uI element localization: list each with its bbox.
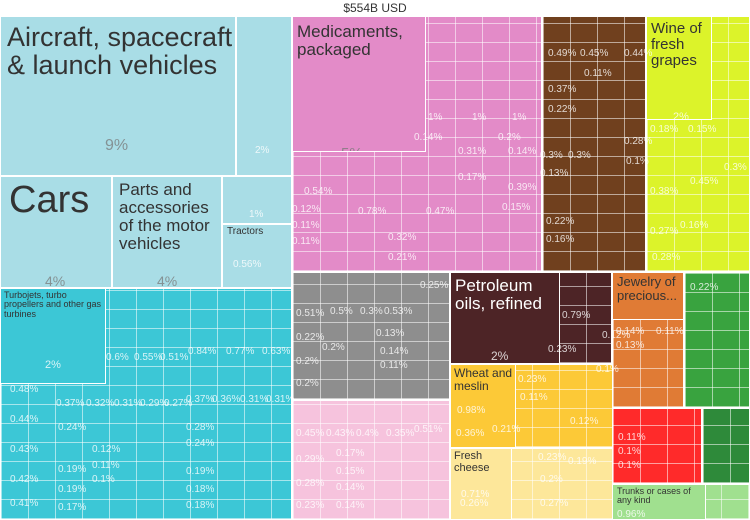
tile-share-label: 4% (157, 273, 178, 288)
treemap-tile: Medicaments, packaged 5% (292, 16, 426, 152)
sector-block (0, 288, 292, 520)
tile-label: Wheat and meslin (454, 366, 513, 393)
treemap-tile: Jewelry of precious...1% (612, 272, 684, 320)
tile-share-label: 2% (255, 145, 270, 156)
treemap-tile: Trunks or cases of any kind 0.96% (612, 484, 706, 520)
tile-share-label: 2% (491, 349, 509, 363)
tile-share-label: 4% (45, 273, 66, 288)
tile-share-label: 9% (105, 137, 129, 154)
tile-label: Turbojets, turbo propellers and other ga… (4, 290, 102, 319)
tile-label: Wine of fresh grapes (651, 20, 702, 69)
tile-share-label: 2% (45, 359, 61, 371)
tile-label: Parts and accessories of the motor vehic… (119, 180, 210, 253)
treemap-tile: Cars 4% (0, 176, 112, 288)
treemap-tile: Aircraft, spacecraft & launch vehicles 9% (0, 16, 236, 176)
tile-label: Medicaments, packaged (297, 22, 403, 59)
tile-share-label: 0.71% (461, 489, 490, 500)
tile-share-label: 0.56% (233, 259, 262, 270)
treemap-tile: Fresh cheese 0.71% (450, 448, 512, 520)
treemap-tile: 2% (236, 16, 292, 176)
tile-label: Jewelry of precious... (617, 274, 677, 303)
tile-share-label: 0.98% (457, 405, 486, 416)
sector-block (612, 408, 702, 484)
treemap-tile: 1% (222, 176, 292, 224)
tile-label: Cars (9, 179, 90, 221)
sector-block (292, 400, 450, 520)
tile-share-label: 0.96% (617, 509, 646, 520)
tile-label: Trunks or cases of any kind (617, 486, 691, 506)
treemap-tile: Parts and accessories of the motor vehic… (112, 176, 222, 288)
tile-share-label: 5% (341, 145, 363, 151)
sector-block (684, 272, 750, 408)
treemap-tile: Petroleum oils, refined 2% (450, 272, 560, 364)
treemap: Aircraft, spacecraft & launch vehicles 9%… (0, 16, 750, 520)
chart-title: $554B USD (343, 1, 407, 15)
treemap-tile: Wine of fresh grapes 2% (646, 16, 712, 120)
sector-block (292, 272, 450, 400)
treemap-tile: Wheat and meslin 0.98% (450, 364, 516, 448)
tile-label: Aircraft, spacecraft & launch vehicles (7, 22, 233, 81)
tile-label: Petroleum oils, refined (455, 276, 542, 313)
treemap-tile: Tractors 0.56% (222, 224, 292, 288)
treemap-tile: Turbojets, turbo propellers and other ga… (0, 288, 106, 384)
tile-share-label: 2% (673, 111, 689, 120)
tile-label: Fresh cheese (454, 450, 490, 474)
tile-label: Tractors (227, 226, 264, 237)
sector-block (542, 16, 646, 272)
tile-share-label: 1% (249, 209, 264, 220)
sector-block (702, 408, 750, 484)
